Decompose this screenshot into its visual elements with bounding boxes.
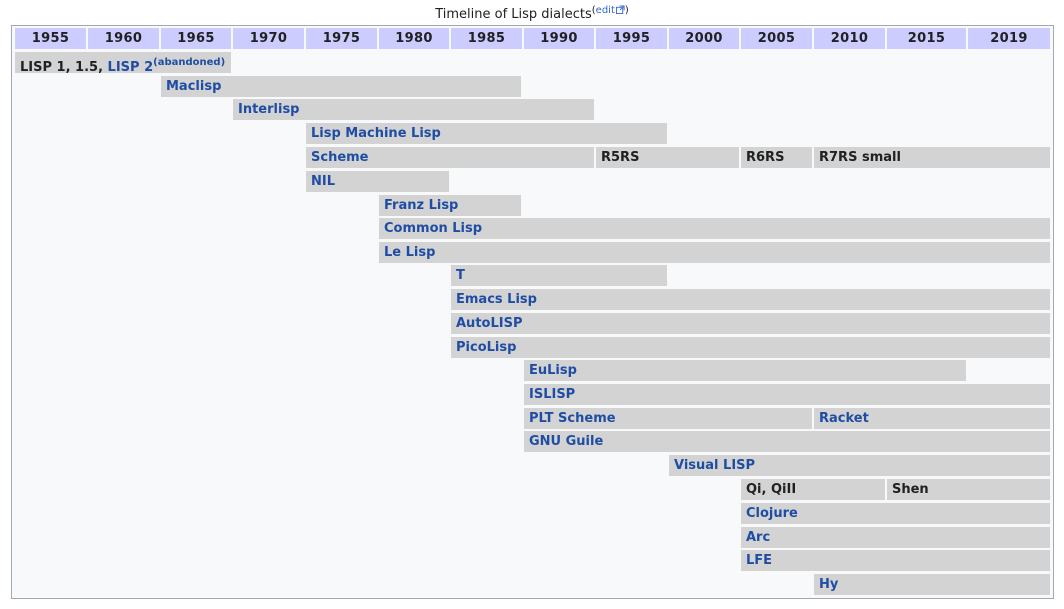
external-link-icon: [615, 5, 625, 14]
dialect-bar-racket[interactable]: Racket: [814, 408, 1050, 429]
dialect-bar-lisp-machine-lisp[interactable]: Lisp Machine Lisp: [306, 123, 667, 144]
abandoned-note: (abandoned): [153, 57, 226, 68]
lisp1-text: LISP 1, 1.5,: [20, 60, 108, 73]
dialect-bar-nil[interactable]: NIL: [306, 171, 449, 192]
table-caption: Timeline of Lisp dialects(edit): [0, 5, 1064, 22]
dialect-bar-eulisp[interactable]: EuLisp: [524, 360, 966, 381]
dialect-bar-gnu-guile[interactable]: GNU Guile: [524, 431, 1050, 452]
dialect-bar-scheme[interactable]: Scheme: [306, 147, 594, 168]
dialect-bar-shen: Shen: [887, 479, 1050, 500]
dialect-bar-plt-scheme[interactable]: PLT Scheme: [524, 408, 812, 429]
dialect-bar-r6rs: R6RS: [741, 147, 812, 168]
lisp2-link[interactable]: LISP 2: [107, 60, 154, 73]
dialect-bar-islisp[interactable]: ISLISP: [524, 384, 1050, 405]
year-header-cell: 1995: [596, 28, 667, 49]
dialect-bar-interlisp[interactable]: Interlisp: [233, 99, 594, 120]
dialect-bar-le-lisp[interactable]: Le Lisp: [379, 242, 1050, 263]
dialect-bar-autolisp[interactable]: AutoLISP: [451, 313, 1050, 334]
year-header-cell: 1960: [88, 28, 159, 49]
dialect-bar-r5rs: R5RS: [596, 147, 739, 168]
dialect-bar-clojure[interactable]: Clojure: [741, 503, 1050, 524]
dialect-bar-common-lisp[interactable]: Common Lisp: [379, 218, 1050, 239]
year-header-cell: 1955: [15, 28, 86, 49]
dialect-bar-hy[interactable]: Hy: [814, 574, 1050, 595]
year-header-cell: 1965: [161, 28, 231, 49]
year-header-cell: 2010: [814, 28, 885, 49]
dialect-bar-visual-lisp[interactable]: Visual LISP: [669, 455, 1050, 476]
year-header-cell: 1980: [379, 28, 449, 49]
dialect-bar-franz-lisp[interactable]: Franz Lisp: [379, 195, 521, 216]
edit-sup: (edit): [591, 5, 629, 16]
dialect-bar-r7rs-small: R7RS small: [814, 147, 1050, 168]
year-header-cell: 1970: [233, 28, 304, 49]
dialect-bar-t[interactable]: T: [451, 265, 667, 286]
year-header-cell: 1990: [524, 28, 594, 49]
dialect-bar-lisp1-lisp2: LISP 1, 1.5, LISP 2(abandoned): [15, 52, 231, 73]
year-header-cell: 1985: [451, 28, 522, 49]
dialect-bar-lfe[interactable]: LFE: [741, 550, 1050, 571]
dialect-bar-arc[interactable]: Arc: [741, 527, 1050, 548]
year-header-cell: 2015: [887, 28, 966, 49]
dialect-bar-picolisp[interactable]: PicoLisp: [451, 337, 1050, 358]
year-header-cell: 2000: [669, 28, 739, 49]
year-header-cell: 2019: [968, 28, 1050, 49]
edit-link[interactable]: edit: [595, 5, 615, 16]
dialect-bar-emacs-lisp[interactable]: Emacs Lisp: [451, 289, 1050, 310]
year-header-cell: 2005: [741, 28, 812, 49]
caption-title: Timeline of Lisp dialects: [435, 7, 592, 22]
dialect-bar-maclisp[interactable]: Maclisp: [161, 76, 521, 97]
dialect-bar-qi-qiii: Qi, QiII: [741, 479, 885, 500]
year-header-cell: 1975: [306, 28, 377, 49]
